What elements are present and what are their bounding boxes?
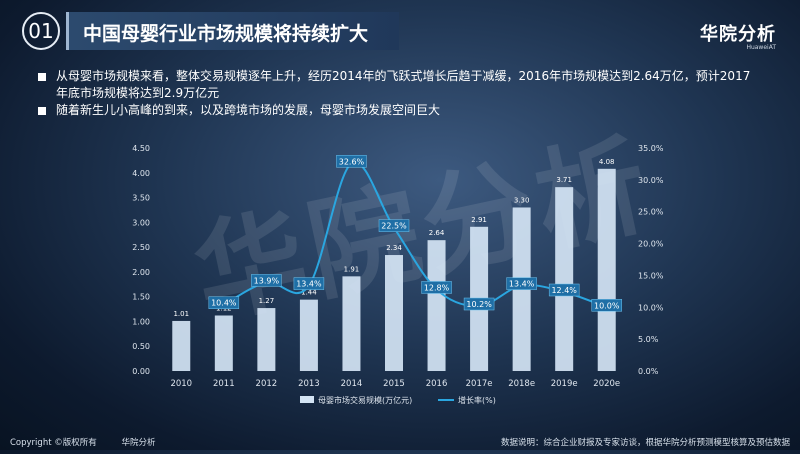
growth-value-label: 13.4%: [296, 280, 322, 289]
x-tick-label: 2013: [298, 379, 320, 389]
growth-label-box: [421, 281, 452, 294]
growth-label-box: [506, 277, 537, 290]
y-left-tick-label: 2.00: [132, 268, 150, 277]
x-tick-label: 2016: [426, 379, 448, 389]
bar: [299, 299, 318, 371]
brand-logo: 华院分析 HuaweiAT: [700, 20, 776, 51]
bullet-item-2: 随着新生儿小高峰的到来，以及跨境市场的发展，母婴市场发展空间巨大: [38, 102, 758, 119]
y-left-tick-label: 4.00: [132, 169, 150, 178]
brand-subtitle: HuaweiAT: [746, 44, 776, 51]
bar-value-label: 1.01: [173, 310, 189, 318]
footer: Copyright ©版权所有 华院分析 数据说明：综合企业财报及专家访谈，根据…: [0, 432, 800, 450]
x-tick-label: 2012: [256, 379, 278, 389]
x-tick-label: 2011: [213, 379, 235, 389]
bar: [172, 320, 191, 371]
bar-value-label: 1.27: [259, 297, 275, 305]
bullet-item-1: 从母婴市场规模来看，整体交易规模逐年上升，经历2014年的飞跃式增长后趋于减缓，…: [38, 68, 758, 102]
slide-header: 01 中国母婴行业市场规模将持续扩大 华院分析 HuaweiAT: [0, 8, 800, 54]
legend-line-label: 增长率(%): [458, 395, 496, 405]
brand-name: 华院分析: [700, 24, 776, 45]
bar: [385, 255, 403, 371]
x-tick-label: 2017e: [466, 379, 493, 389]
x-tick-label: 2010: [170, 379, 192, 389]
x-tick-label: 2014: [341, 379, 363, 389]
data-source-note: 数据说明：综合企业财报及专家访谈，根据华院分析预测模型核算及预估数据: [500, 438, 790, 448]
bullet-list: 从母婴市场规模来看，整体交易规模逐年上升，经历2014年的飞跃式增长后趋于减缓，…: [38, 68, 758, 119]
y-left-tick-label: 3.00: [132, 218, 150, 227]
growth-value-label: 10.4%: [211, 299, 237, 308]
bar-value-label: 3.71: [556, 176, 572, 184]
growth-value-label: 32.6%: [339, 157, 365, 166]
y-left-tick-label: 4.50: [132, 144, 150, 153]
y-right-tick-label: 25.0%: [638, 208, 664, 217]
bar-value-label: 1.44: [301, 289, 317, 297]
growth-label-box: [378, 219, 410, 232]
bar: [597, 168, 616, 371]
bar-value-label: 4.08: [599, 158, 615, 166]
growth-label-box: [463, 297, 495, 311]
bar-value-label: 2.34: [386, 244, 402, 252]
slide-title: 中国母婴行业市场规模将持续扩大: [83, 23, 369, 45]
growth-value-label: 22.5%: [381, 222, 407, 231]
bar: [427, 240, 446, 371]
title-bar: 中国母婴行业市场规模将持续扩大: [66, 12, 399, 50]
bar: [214, 315, 233, 371]
y-left-tick-label: 2.50: [132, 243, 150, 252]
y-left-tick-label: 0.50: [132, 342, 150, 351]
legend-bar-swatch: [300, 396, 314, 403]
y-right-tick-label: 30.0%: [638, 176, 664, 185]
y-right-tick-label: 0.0%: [638, 367, 659, 376]
growth-value-label: 13.4%: [509, 280, 535, 289]
legend-bar-label: 母婴市场交易规模(万亿元): [318, 395, 412, 405]
y-left-tick-label: 3.50: [132, 194, 150, 203]
y-right-tick-label: 20.0%: [638, 240, 664, 249]
x-tick-label: 2019e: [551, 379, 578, 389]
growth-label-box: [251, 274, 282, 287]
x-tick-label: 2020e: [593, 379, 620, 389]
bar-value-label: 2.91: [471, 216, 487, 224]
growth-label-box: [336, 155, 367, 168]
bar: [342, 276, 361, 371]
growth-label-box: [208, 296, 240, 309]
growth-label-box: [548, 283, 580, 297]
bar: [555, 187, 574, 371]
growth-value-label: 13.9%: [254, 276, 280, 285]
growth-label-box: [591, 299, 622, 312]
x-tick-label: 2015: [383, 379, 405, 389]
y-right-tick-label: 10.0%: [638, 303, 664, 312]
section-number: 01: [22, 12, 60, 50]
growth-value-label: 10.2%: [466, 300, 492, 309]
y-right-tick-label: 35.0%: [638, 144, 664, 153]
y-left-tick-label: 0.00: [132, 367, 150, 376]
y-right-tick-label: 15.0%: [638, 271, 664, 280]
bar-value-label: 2.64: [429, 229, 445, 237]
bar: [257, 308, 276, 371]
bar-value-label: 1.91: [344, 265, 360, 273]
growth-value-label: 10.0%: [594, 301, 620, 310]
growth-label-box: [293, 277, 325, 290]
x-tick-label: 2018e: [508, 379, 535, 389]
growth-value-label: 12.8%: [424, 283, 450, 292]
footer-company: 华院分析: [121, 438, 156, 448]
growth-value-label: 12.4%: [551, 286, 577, 295]
y-left-tick-label: 1.00: [132, 317, 150, 326]
bar-value-label: 3.30: [514, 196, 530, 204]
y-right-tick-label: 5.0%: [638, 335, 659, 344]
copyright-text: Copyright ©版权所有: [10, 438, 97, 448]
y-left-tick-label: 1.50: [132, 293, 150, 302]
